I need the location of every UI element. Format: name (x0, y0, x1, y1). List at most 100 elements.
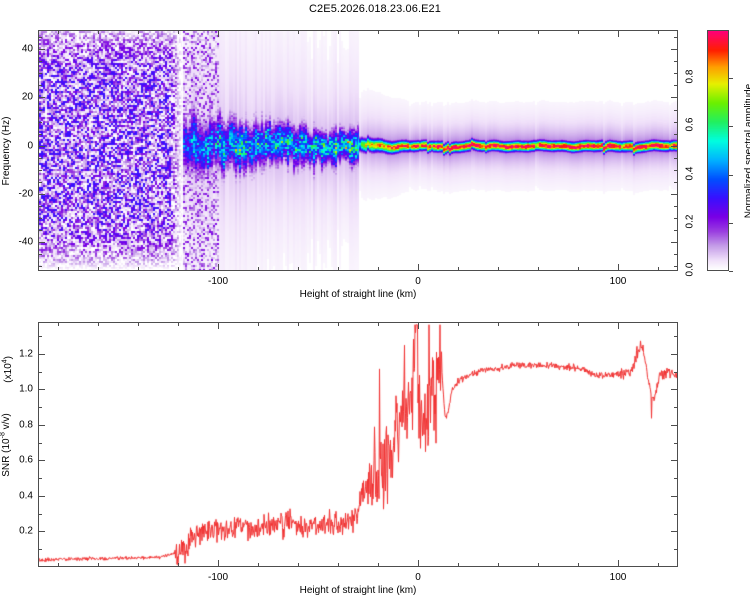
colorbar-gradient (707, 30, 729, 271)
axis-tick (378, 267, 379, 271)
axis-tick (38, 425, 45, 426)
colorbar-tick (729, 78, 733, 79)
axis-tick (38, 206, 42, 207)
colorbar-tick (729, 223, 733, 224)
axis-tick (218, 322, 219, 329)
axis-tick (138, 322, 139, 326)
axis-tick (258, 563, 259, 567)
x-tick-label: -100 (207, 276, 229, 287)
spectrogram-x-axis-label: Height of straight line (km) (299, 289, 417, 300)
axis-tick (671, 496, 678, 497)
axis-tick (418, 322, 419, 329)
axis-tick (674, 158, 678, 159)
axis-tick (674, 407, 678, 408)
axis-tick (38, 97, 45, 98)
axis-tick (458, 30, 459, 34)
axis-tick (674, 61, 678, 62)
axis-tick (298, 267, 299, 271)
axis-tick (38, 158, 42, 159)
axis-tick (338, 267, 339, 271)
axis-tick (38, 266, 42, 267)
axis-tick (458, 267, 459, 271)
axis-tick (38, 182, 42, 183)
axis-tick (38, 496, 45, 497)
axis-tick (674, 110, 678, 111)
axis-tick (218, 30, 219, 37)
x-tick-label: 100 (609, 572, 627, 583)
snr-y-axis-label: SNR (10-8 v/v) (0, 412, 12, 477)
axis-tick (138, 563, 139, 567)
axis-tick (38, 407, 42, 408)
y-tick-label: 40 (21, 43, 33, 55)
axis-tick (458, 563, 459, 567)
axis-tick (618, 560, 619, 567)
colorbar-tick-label: 0.2 (684, 214, 696, 229)
snr-y-multiplier-label: (x104) (1, 356, 14, 383)
axis-tick (418, 30, 419, 37)
axis-tick (38, 122, 42, 123)
axis-tick (418, 560, 419, 567)
axis-tick (38, 85, 42, 86)
axis-tick (674, 73, 678, 74)
axis-tick (38, 443, 42, 444)
axis-tick (674, 372, 678, 373)
axis-tick (671, 354, 678, 355)
axis-tick (578, 563, 579, 567)
axis-tick (618, 322, 619, 329)
axis-tick (178, 322, 179, 326)
axis-tick (378, 563, 379, 567)
axis-tick (658, 322, 659, 326)
colorbar-tick (729, 271, 733, 272)
axis-tick (538, 563, 539, 567)
axis-tick (258, 322, 259, 326)
axis-tick (58, 267, 59, 271)
colorbar-tick (729, 126, 733, 127)
axis-tick (538, 30, 539, 34)
axis-tick (38, 37, 42, 38)
axis-tick (138, 30, 139, 34)
axis-tick (671, 49, 678, 50)
axis-tick (674, 549, 678, 550)
axis-tick (298, 30, 299, 34)
axis-tick (218, 560, 219, 567)
axis-tick (38, 354, 45, 355)
colorbar-tick-label: 0.4 (684, 166, 696, 181)
axis-tick (674, 218, 678, 219)
y-tick-label: 0.6 (19, 454, 33, 466)
axis-tick (138, 267, 139, 271)
spectrogram-image (39, 31, 677, 270)
axis-tick (498, 267, 499, 271)
x-tick-label: 0 (415, 572, 421, 583)
axis-tick (674, 122, 678, 123)
axis-tick (498, 30, 499, 34)
axis-tick (338, 322, 339, 326)
colorbar-tick-label: 0.0 (684, 262, 696, 277)
axis-tick (298, 563, 299, 567)
axis-tick (618, 30, 619, 37)
axis-tick (38, 110, 42, 111)
axis-tick (674, 514, 678, 515)
axis-tick (674, 170, 678, 171)
axis-tick (458, 322, 459, 326)
colorbar-tick (729, 175, 733, 176)
axis-tick (178, 563, 179, 567)
axis-tick (38, 61, 42, 62)
axis-tick (671, 194, 678, 195)
axis-tick (578, 267, 579, 271)
axis-tick (674, 478, 678, 479)
axis-tick (658, 30, 659, 34)
axis-tick (38, 230, 42, 231)
axis-tick (38, 549, 42, 550)
axis-tick (298, 322, 299, 326)
axis-tick (378, 322, 379, 326)
axis-tick (178, 267, 179, 271)
axis-tick (218, 264, 219, 271)
y-tick-label: 0.8 (19, 419, 33, 431)
figure-title: C2E5.2026.018.23.06.E21 (309, 3, 441, 15)
axis-tick (538, 267, 539, 271)
snr-line-plot (39, 323, 677, 566)
axis-tick (674, 134, 678, 135)
colorbar-tick-label: 0.8 (684, 69, 696, 84)
axis-tick (38, 134, 42, 135)
